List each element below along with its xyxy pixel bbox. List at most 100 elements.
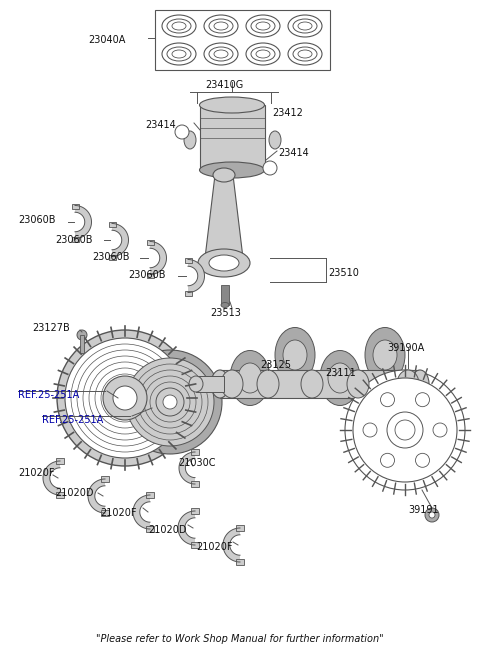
Ellipse shape [301,370,323,398]
Polygon shape [178,511,195,545]
Bar [191,481,199,487]
Ellipse shape [373,340,397,370]
Bar [56,491,64,499]
Polygon shape [150,241,167,274]
Ellipse shape [298,22,312,30]
Bar [147,272,154,277]
Bar [147,239,154,245]
Ellipse shape [230,350,270,405]
Bar [72,203,79,209]
Ellipse shape [269,131,281,149]
Bar [236,525,244,531]
Ellipse shape [209,19,233,33]
Ellipse shape [189,376,203,392]
Text: 23410G: 23410G [205,80,243,90]
Circle shape [118,350,222,454]
Text: 21020F: 21020F [196,542,232,552]
Circle shape [416,393,430,407]
Circle shape [156,388,184,416]
Bar [101,476,109,482]
Circle shape [57,330,193,466]
Polygon shape [112,224,129,256]
Ellipse shape [184,131,196,149]
Text: 39191: 39191 [408,505,439,515]
Bar [185,258,192,263]
Ellipse shape [397,370,419,398]
Text: 23060B: 23060B [92,252,130,262]
Circle shape [433,423,447,437]
Ellipse shape [214,50,228,58]
Polygon shape [43,461,60,495]
Polygon shape [179,452,195,484]
Text: 23060B: 23060B [18,215,56,225]
Ellipse shape [256,50,270,58]
Circle shape [65,338,185,458]
Ellipse shape [172,22,186,30]
Bar [109,222,116,227]
Ellipse shape [221,302,229,308]
Polygon shape [88,479,105,513]
Text: REF.25-251A: REF.25-251A [42,415,103,425]
Circle shape [395,420,415,440]
Ellipse shape [172,50,186,58]
Text: 21020D: 21020D [148,525,187,535]
Ellipse shape [293,19,317,33]
Bar [146,491,154,499]
Ellipse shape [167,19,191,33]
Ellipse shape [293,47,317,61]
Text: 23125: 23125 [260,360,291,370]
Text: 23513: 23513 [210,308,241,318]
Ellipse shape [204,43,238,65]
Ellipse shape [288,15,322,37]
Bar [220,370,420,398]
Circle shape [381,393,395,407]
Ellipse shape [365,327,405,382]
Ellipse shape [298,50,312,58]
Text: 21030C: 21030C [178,458,216,468]
Circle shape [163,395,177,409]
Text: 21020F: 21020F [100,508,136,518]
Ellipse shape [238,363,262,393]
Ellipse shape [256,22,270,30]
Ellipse shape [288,43,322,65]
Bar [185,291,192,296]
Bar [155,10,330,70]
Ellipse shape [204,15,238,37]
Polygon shape [133,495,150,529]
Circle shape [381,453,395,467]
Text: 21020F: 21020F [18,468,55,478]
Circle shape [387,412,423,448]
Ellipse shape [246,15,280,37]
Circle shape [425,508,439,522]
Ellipse shape [251,47,275,61]
Bar [191,542,199,548]
Bar [72,237,79,242]
Ellipse shape [320,350,360,405]
Ellipse shape [257,370,279,398]
Ellipse shape [221,370,243,398]
Text: 39190A: 39190A [387,343,424,353]
Ellipse shape [162,15,196,37]
Text: 23127B: 23127B [32,323,70,333]
Bar [80,335,84,353]
Polygon shape [205,175,243,258]
Text: 23111: 23111 [325,368,356,378]
Ellipse shape [283,340,307,370]
Text: REF.25-251A: REF.25-251A [18,390,79,400]
Polygon shape [75,205,92,239]
Text: 23040A: 23040A [88,35,125,45]
Circle shape [103,376,147,420]
Bar [146,525,154,533]
Bar [191,449,199,455]
Ellipse shape [328,363,352,393]
Ellipse shape [167,47,191,61]
Bar [236,559,244,565]
Text: 23414: 23414 [145,120,176,130]
Text: 23412: 23412 [272,108,303,118]
Ellipse shape [209,255,239,271]
Text: 23414: 23414 [278,148,309,158]
Ellipse shape [246,43,280,65]
Text: 23510: 23510 [328,268,359,278]
Circle shape [363,423,377,437]
Circle shape [113,386,137,410]
